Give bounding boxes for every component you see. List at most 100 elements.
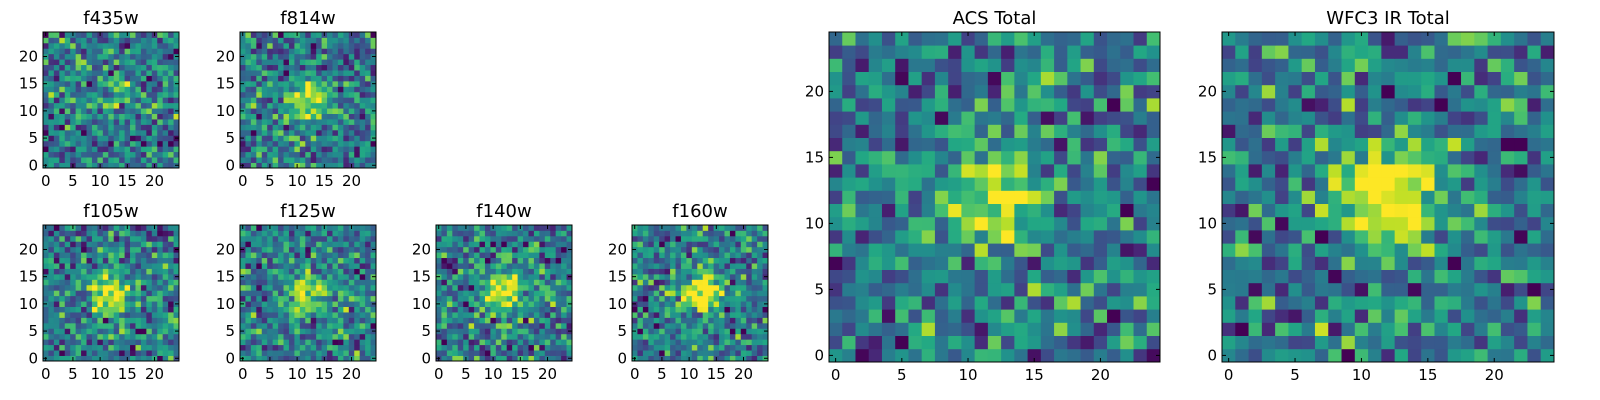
heatmap-cell xyxy=(146,241,153,248)
heatmap-cell xyxy=(1328,309,1342,323)
heatmap-cell xyxy=(506,263,513,269)
heatmap-cell xyxy=(495,284,502,291)
heatmap-cell xyxy=(283,333,290,340)
heatmap-cell xyxy=(278,146,284,153)
heatmap-cell xyxy=(934,84,949,99)
heatmap-cell xyxy=(724,284,731,291)
heatmap-cell xyxy=(1222,150,1236,165)
heatmap-cell xyxy=(1040,32,1055,46)
heatmap-cell xyxy=(642,306,649,313)
heatmap-cell xyxy=(881,269,896,284)
heatmap-cell xyxy=(702,317,709,324)
heatmap-cell xyxy=(343,53,350,60)
heatmap-cell xyxy=(327,355,333,362)
heatmap-cell xyxy=(130,263,136,269)
heatmap-cell xyxy=(256,140,263,147)
heatmap-cell xyxy=(256,333,263,340)
heatmap-cell xyxy=(81,322,87,329)
heatmap-cell xyxy=(151,91,158,98)
heatmap-cell xyxy=(1146,124,1161,138)
heatmap-cell xyxy=(162,108,169,114)
heatmap-cell xyxy=(974,282,989,297)
heatmap-cell xyxy=(517,344,524,351)
heatmap-cell xyxy=(250,70,257,76)
heatmap-cell xyxy=(637,355,644,362)
heatmap-cell xyxy=(637,263,644,269)
heatmap-cell xyxy=(637,235,644,242)
heatmap-cell xyxy=(1120,45,1134,59)
heatmap-cell xyxy=(124,273,131,280)
heatmap-cell xyxy=(829,111,843,125)
heatmap-cell xyxy=(283,312,290,318)
heatmap-cell xyxy=(1368,282,1382,297)
heatmap-cell xyxy=(305,70,312,76)
heatmap-cell xyxy=(162,268,169,275)
heatmap-cell xyxy=(124,48,131,55)
heatmap-cell xyxy=(1514,348,1528,363)
heatmap-cell xyxy=(97,333,104,340)
heatmap-cell xyxy=(267,124,274,131)
heatmap-cell xyxy=(151,75,158,82)
heatmap-cell xyxy=(278,312,284,318)
heatmap-cell xyxy=(463,317,470,324)
heatmap-cell xyxy=(135,350,142,356)
heatmap-cell xyxy=(119,279,125,286)
heatmap-cell xyxy=(697,328,704,335)
heatmap-cell xyxy=(855,296,870,310)
heatmap-cell xyxy=(512,301,518,307)
heatmap-cell xyxy=(102,355,109,362)
heatmap-cell xyxy=(702,246,709,253)
heatmap-cell xyxy=(261,53,268,60)
heatmap-cell xyxy=(124,252,131,259)
heatmap-cell xyxy=(81,48,87,55)
heatmap-cell xyxy=(670,273,676,280)
heatmap-cell xyxy=(294,241,301,248)
heatmap-cell xyxy=(724,339,731,346)
heatmap-cell xyxy=(468,328,475,335)
heatmap-cell xyxy=(288,350,295,356)
heatmap-cell xyxy=(267,284,274,291)
heatmap-cell xyxy=(829,335,843,350)
heatmap-cell xyxy=(735,279,742,286)
heatmap-cell xyxy=(283,328,290,335)
heatmap-cell xyxy=(327,64,333,71)
heatmap-cell xyxy=(272,157,279,163)
heatmap-cell xyxy=(468,284,475,291)
heatmap-cell xyxy=(746,246,753,253)
heatmap-cell xyxy=(64,64,71,71)
heatmap-cell xyxy=(1080,137,1095,152)
heatmap-cell xyxy=(354,295,361,302)
heatmap-cell xyxy=(316,59,322,66)
heatmap-cell xyxy=(102,151,109,158)
heatmap-cell xyxy=(288,53,295,60)
heatmap-cell xyxy=(1067,296,1081,310)
heatmap-cell xyxy=(1133,322,1148,336)
heatmap-cell xyxy=(1027,309,1042,323)
heatmap-cell xyxy=(544,333,551,340)
heatmap-cell xyxy=(653,290,660,297)
heatmap-cell xyxy=(343,339,350,346)
heatmap-cell xyxy=(261,32,268,38)
heatmap-cell xyxy=(908,282,923,297)
heatmap-cell xyxy=(1368,269,1382,284)
heatmap-cell xyxy=(474,328,480,335)
heatmap-cell xyxy=(359,273,366,280)
heatmap-cell xyxy=(162,80,169,87)
heatmap-cell xyxy=(124,322,131,329)
heatmap-cell xyxy=(948,216,962,231)
heatmap-cell xyxy=(1407,269,1422,284)
heatmap-cell xyxy=(48,162,55,169)
heatmap-cell xyxy=(135,162,142,169)
heatmap-cell xyxy=(523,273,529,280)
heatmap-cell xyxy=(343,80,350,87)
y-tick-label: 0 xyxy=(421,349,431,367)
heatmap-cell xyxy=(359,246,366,253)
heatmap-cell xyxy=(64,344,71,351)
heatmap-cell xyxy=(288,339,295,346)
heatmap-cell xyxy=(746,290,753,297)
heatmap-cell xyxy=(86,86,93,93)
heatmap-cell xyxy=(441,257,448,264)
heatmap-cell xyxy=(91,339,98,346)
heatmap-cell xyxy=(1067,322,1081,336)
heatmap-cell xyxy=(1093,203,1108,218)
